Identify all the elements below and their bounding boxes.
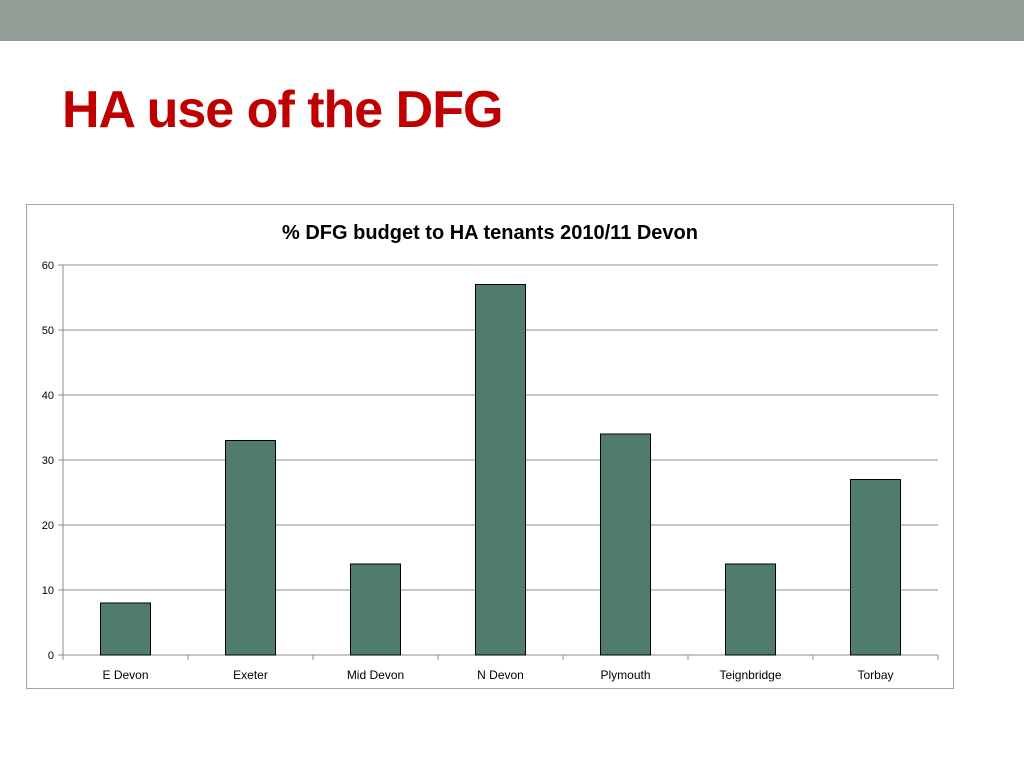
- bar-n-devon: [475, 284, 526, 656]
- bar-chart: % DFG budget to HA tenants 2010/11 Devon…: [42, 222, 939, 682]
- x-tick-label: Torbay: [857, 668, 893, 682]
- y-tick-label: 20: [42, 520, 54, 532]
- top-band: [0, 0, 1024, 41]
- bar-torbay: [850, 479, 901, 656]
- bar-teignbridge: [725, 563, 776, 656]
- y-tick-label: 60: [42, 260, 54, 272]
- y-tick-label: 10: [42, 585, 54, 597]
- x-tick-label: Mid Devon: [347, 668, 404, 682]
- chart-frame: % DFG budget to HA tenants 2010/11 Devon…: [26, 204, 954, 689]
- y-tick-label: 40: [42, 390, 54, 402]
- bar-plymouth: [600, 433, 651, 656]
- y-tick-label: 0: [48, 650, 54, 662]
- chart-title: % DFG budget to HA tenants 2010/11 Devon: [282, 222, 698, 244]
- bar-e-devon: [100, 602, 151, 656]
- bars: [100, 284, 901, 656]
- slide-title: HA use of the DFG: [62, 81, 503, 139]
- x-tick-label: Teignbridge: [719, 668, 781, 682]
- x-tick-label: Exeter: [233, 668, 268, 682]
- x-tick-label: E Devon: [102, 668, 148, 682]
- y-tick-label: 30: [42, 455, 54, 467]
- bar-mid-devon: [350, 563, 401, 656]
- tick-labels: 0 10 20 30 40 50 60 E Devon Exeter Mid Devon N Dev…: [42, 260, 894, 682]
- x-tick-label: N Devon: [477, 668, 524, 682]
- x-tick-label: Plymouth: [600, 668, 650, 682]
- y-tick-label: 50: [42, 325, 54, 337]
- bar-exeter: [225, 440, 276, 656]
